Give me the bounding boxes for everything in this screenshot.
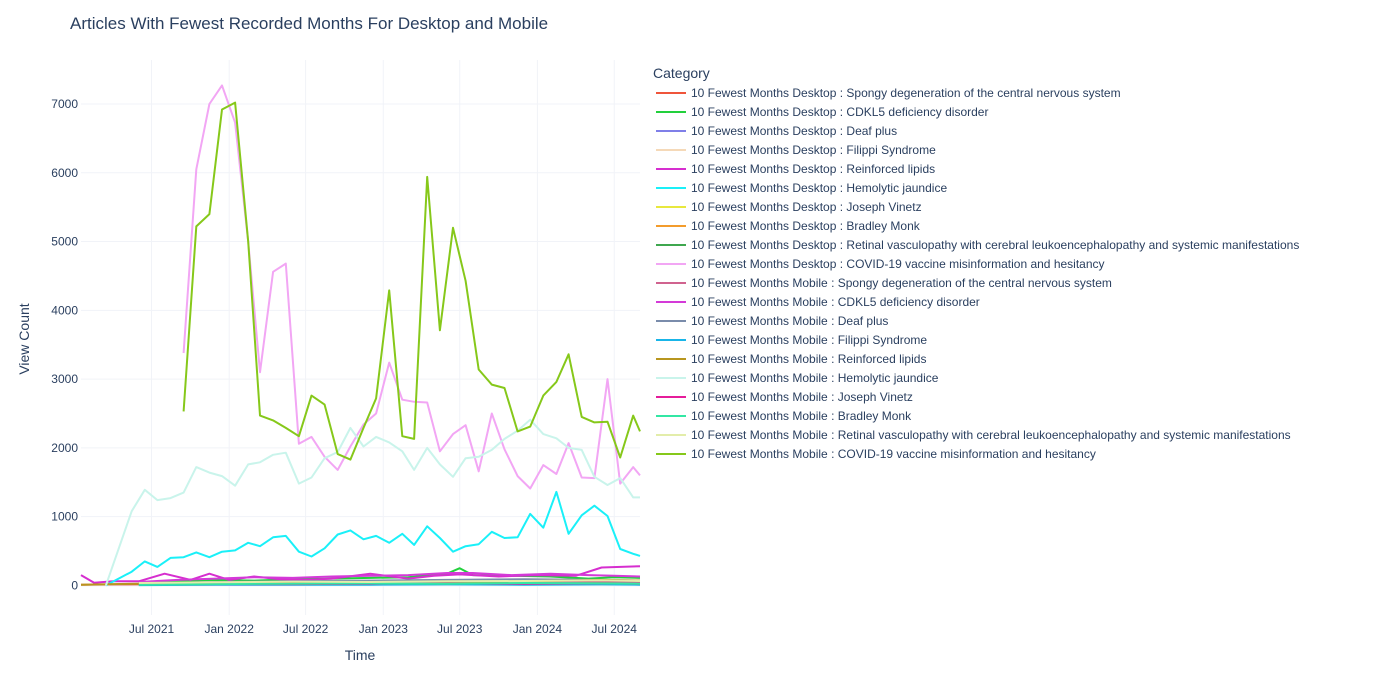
y-tick-label: 2000 <box>51 441 78 455</box>
series-line[interactable] <box>105 490 641 587</box>
legend-item[interactable]: 10 Fewest Months Mobile : Hemolytic jaun… <box>656 371 939 385</box>
legend-label: 10 Fewest Months Mobile : CDKL5 deficien… <box>691 295 980 309</box>
legend-item[interactable]: 10 Fewest Months Desktop : Spongy degene… <box>656 86 1121 100</box>
legend[interactable]: Category 10 Fewest Months Desktop : Spon… <box>653 65 1299 461</box>
legend-item[interactable]: 10 Fewest Months Desktop : Deaf plus <box>656 124 897 138</box>
legend-item[interactable]: 10 Fewest Months Desktop : Hemolytic jau… <box>656 181 947 195</box>
legend-label: 10 Fewest Months Desktop : CDKL5 deficie… <box>691 105 988 119</box>
legend-label: 10 Fewest Months Mobile : Filippi Syndro… <box>691 333 927 347</box>
x-tick-label: Jul 2021 <box>129 622 175 636</box>
x-tick-label: Jul 2022 <box>283 622 329 636</box>
legend-item[interactable]: 10 Fewest Months Desktop : CDKL5 deficie… <box>656 105 988 119</box>
x-tick-label: Jan 2024 <box>513 622 563 636</box>
x-tick-label: Jul 2024 <box>592 622 638 636</box>
chart-title: Articles With Fewest Recorded Months For… <box>70 14 548 33</box>
legend-item[interactable]: 10 Fewest Months Desktop : Joseph Vinetz <box>656 200 922 214</box>
series-line[interactable] <box>104 418 640 586</box>
legend-item[interactable]: 10 Fewest Months Mobile : Reinforced lip… <box>656 352 926 366</box>
legend-label: 10 Fewest Months Mobile : Deaf plus <box>691 314 888 328</box>
legend-label: 10 Fewest Months Mobile : COVID-19 vacci… <box>691 447 1096 461</box>
legend-label: 10 Fewest Months Mobile : Joseph Vinetz <box>691 390 913 404</box>
legend-item[interactable]: 10 Fewest Months Desktop : Bradley Monk <box>656 219 921 233</box>
y-tick-label: 7000 <box>51 97 78 111</box>
legend-item[interactable]: 10 Fewest Months Mobile : Filippi Syndro… <box>656 333 927 347</box>
legend-item[interactable]: 10 Fewest Months Desktop : Reinforced li… <box>656 162 935 176</box>
y-tick-label: 0 <box>71 578 78 592</box>
grid <box>81 60 640 615</box>
legend-item[interactable]: 10 Fewest Months Mobile : Deaf plus <box>656 314 888 328</box>
legend-label: 10 Fewest Months Desktop : Reinforced li… <box>691 162 935 176</box>
legend-label: 10 Fewest Months Mobile : Reinforced lip… <box>691 352 926 366</box>
legend-label: 10 Fewest Months Desktop : COVID-19 vacc… <box>691 257 1105 271</box>
y-tick-label: 4000 <box>51 303 78 317</box>
series-line[interactable] <box>182 84 641 490</box>
y-axis-title: View Count <box>16 303 32 374</box>
legend-item[interactable]: 10 Fewest Months Mobile : Spongy degener… <box>656 276 1112 290</box>
legend-item[interactable]: 10 Fewest Months Mobile : Joseph Vinetz <box>656 390 913 404</box>
legend-item[interactable]: 10 Fewest Months Desktop : Filippi Syndr… <box>656 143 936 157</box>
legend-item[interactable]: 10 Fewest Months Mobile : Bradley Monk <box>656 409 912 423</box>
legend-label: 10 Fewest Months Mobile : Bradley Monk <box>691 409 912 423</box>
legend-label: 10 Fewest Months Desktop : Deaf plus <box>691 124 897 138</box>
x-tick-label: Jan 2023 <box>359 622 409 636</box>
legend-label: 10 Fewest Months Desktop : Filippi Syndr… <box>691 143 936 157</box>
legend-label: 10 Fewest Months Desktop : Bradley Monk <box>691 219 921 233</box>
legend-label: 10 Fewest Months Desktop : Retinal vascu… <box>691 238 1299 252</box>
legend-item[interactable]: 10 Fewest Months Mobile : COVID-19 vacci… <box>656 447 1096 461</box>
x-axis-title: Time <box>345 647 376 663</box>
series-line[interactable] <box>138 567 641 584</box>
legend-label: 10 Fewest Months Desktop : Joseph Vinetz <box>691 200 922 214</box>
y-tick-label: 6000 <box>51 166 78 180</box>
legend-label: 10 Fewest Months Desktop : Spongy degene… <box>691 86 1121 100</box>
legend-item[interactable]: 10 Fewest Months Desktop : Retinal vascu… <box>656 238 1299 252</box>
y-tick-label: 3000 <box>51 372 78 386</box>
legend-label: 10 Fewest Months Mobile : Hemolytic jaun… <box>691 371 939 385</box>
plot-area[interactable] <box>80 84 641 587</box>
y-tick-label: 1000 <box>51 510 78 524</box>
legend-item[interactable]: 10 Fewest Months Desktop : COVID-19 vacc… <box>656 257 1105 271</box>
legend-label: 10 Fewest Months Mobile : Spongy degener… <box>691 276 1112 290</box>
legend-item[interactable]: 10 Fewest Months Mobile : Retinal vascul… <box>656 428 1291 442</box>
legend-label: 10 Fewest Months Mobile : Retinal vascul… <box>691 428 1291 442</box>
series-line[interactable] <box>182 101 641 461</box>
y-tick-label: 5000 <box>51 235 78 249</box>
legend-item[interactable]: 10 Fewest Months Mobile : CDKL5 deficien… <box>656 295 980 309</box>
x-tick-label: Jul 2023 <box>437 622 483 636</box>
series-line[interactable] <box>138 579 641 584</box>
legend-title: Category <box>653 65 710 81</box>
series-line[interactable] <box>138 572 641 583</box>
legend-label: 10 Fewest Months Desktop : Hemolytic jau… <box>691 181 947 195</box>
x-tick-label: Jan 2022 <box>204 622 254 636</box>
axes: 0 1000 2000 3000 4000 5000 6000 7000 Jul 2021 Jan… <box>51 97 637 636</box>
series-line[interactable] <box>138 582 641 586</box>
